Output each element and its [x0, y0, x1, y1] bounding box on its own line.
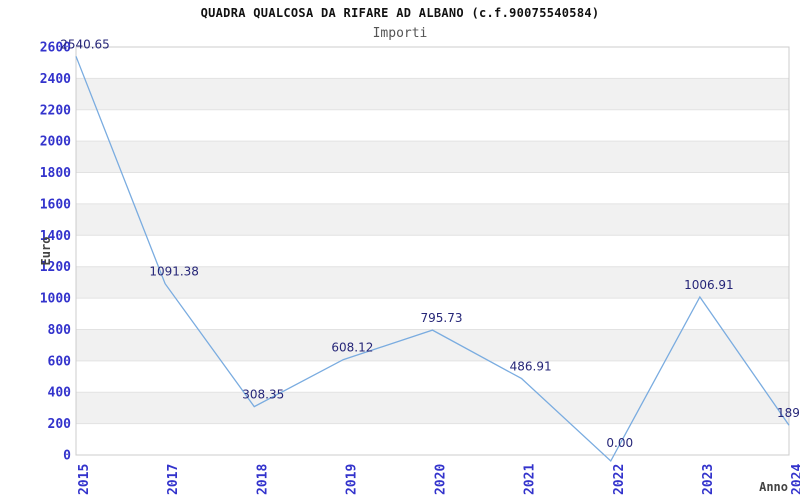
y-tick-label: 400 [48, 386, 72, 401]
plot-border [75, 46, 790, 456]
y-tick-label: 600 [48, 354, 72, 369]
y-tick-label: 1600 [40, 197, 71, 212]
y-tick-label: 1200 [40, 260, 71, 275]
point-label: 2540.65 [60, 37, 110, 51]
y-tick-label: 2600 [40, 41, 71, 56]
x-tick-label: 2015 [77, 464, 92, 495]
y-tick-label: 1000 [40, 292, 71, 307]
point-label: 608.12 [331, 341, 373, 355]
x-tick-label: 2024 [790, 464, 800, 495]
y-tick-label: 1400 [40, 229, 71, 244]
background-band [76, 78, 789, 110]
x-axis-title: Anno [759, 480, 788, 494]
y-tick-label: 2000 [40, 135, 71, 150]
x-tick-label: 2017 [166, 464, 181, 495]
background-band [76, 266, 789, 299]
point-label: 1006.91 [684, 278, 734, 292]
x-tick-label: 2022 [612, 464, 627, 495]
background-band [76, 392, 789, 424]
chart-subtitle: Importi [372, 26, 428, 41]
point-label: 1091.38 [149, 265, 199, 279]
x-tick-label: 2019 [344, 464, 359, 495]
y-tick-label: 1800 [40, 166, 71, 181]
y-tick-label: 800 [48, 323, 72, 338]
y-tick-label: 200 [48, 417, 72, 432]
data-line [75, 56, 790, 463]
point-label: 308.35 [242, 388, 284, 402]
point-label: 795.73 [421, 311, 463, 325]
point-label: 0.00 [606, 436, 633, 450]
chart-title: QUADRA QUALCOSA DA RIFARE AD ALBANO (c.f… [200, 6, 600, 20]
y-tick-label: 2400 [40, 72, 71, 87]
x-tick-label: 2023 [701, 464, 716, 495]
y-tick-label: 0 [63, 449, 71, 464]
point-label: 189.84 [777, 406, 800, 420]
x-tick-label: 2018 [255, 464, 270, 495]
x-tick-label: 2020 [434, 464, 449, 495]
background-band [76, 141, 789, 173]
x-tick-label: 2021 [523, 464, 538, 495]
y-axis-title: Euro [39, 237, 53, 266]
background-band [76, 203, 789, 236]
background-band [76, 329, 789, 361]
point-label: 486.91 [510, 360, 552, 374]
y-tick-label: 2200 [40, 103, 71, 118]
